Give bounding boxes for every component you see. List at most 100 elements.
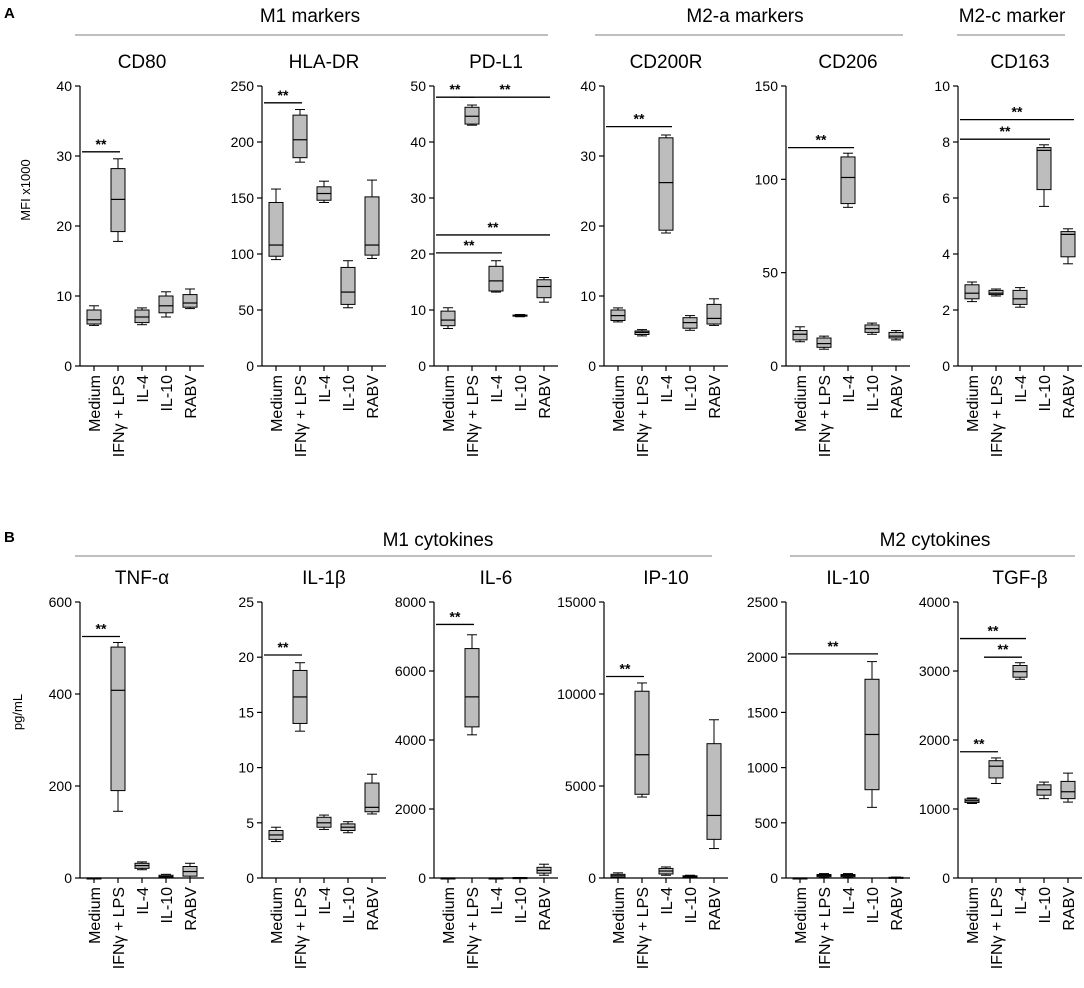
box-2 (110, 641, 126, 812)
y-tick-label: 0 (246, 870, 254, 886)
y-tick-label: 10000 (557, 686, 596, 702)
y-tick-label: 500 (755, 815, 779, 831)
x-tick-label: IL-10 (159, 375, 176, 412)
box-3 (316, 814, 332, 830)
y-tick-label: 8 (942, 134, 950, 150)
y-tick-label: 10 (56, 288, 72, 304)
y-tick-label: 0 (588, 870, 596, 886)
y-tick-label: 10 (934, 78, 950, 94)
iqr-box (134, 309, 150, 324)
x-tick-label: IL-4 (841, 887, 858, 915)
iqr-box (816, 337, 832, 348)
iqr-box (110, 646, 126, 792)
x-tick-label: IL-10 (683, 375, 700, 412)
box-3 (658, 134, 674, 234)
x-tick-label: RABV (365, 887, 382, 931)
y-tick-label: 4000 (395, 732, 426, 748)
significance-label: ** (620, 661, 631, 677)
significance-label: ** (500, 81, 511, 97)
y-tick-label: 10 (238, 760, 254, 776)
x-tick-label: IL-10 (865, 375, 882, 412)
chart-cd206: CD206 0 50 100 150 Medium IFNγ + LPS IL-4 IL-10 R… (755, 52, 910, 457)
box-1 (268, 826, 284, 843)
chart-title: CD200R (630, 52, 703, 73)
box-3 (488, 877, 504, 880)
x-tick-label: RABV (1061, 887, 1078, 931)
box-4 (158, 873, 174, 879)
iqr-box (536, 279, 552, 299)
iqr-box (706, 743, 722, 840)
y-tick-label: 0 (418, 358, 426, 374)
box-3 (488, 260, 504, 293)
x-tick-label: Medium (441, 887, 458, 944)
x-tick-label: RABV (183, 887, 200, 931)
significance-label: ** (96, 136, 107, 152)
box-4 (512, 313, 528, 318)
box-4 (864, 661, 880, 808)
box-2 (464, 634, 480, 736)
significance-label: ** (974, 736, 985, 752)
y-tick-label: 0 (942, 870, 950, 886)
significance-label: ** (828, 638, 839, 654)
iqr-box (464, 648, 480, 728)
box-4 (512, 876, 528, 880)
x-tick-label: IL-4 (1013, 887, 1030, 915)
y-tick-label: 6000 (395, 663, 426, 679)
x-tick-label: IFNγ + LPS (111, 375, 128, 457)
box-1 (964, 797, 980, 804)
group-title-m2c-marker: M2-c marker (959, 6, 1066, 27)
x-tick-label: IL-10 (1037, 887, 1054, 924)
significance-label: ** (464, 237, 475, 253)
box-2 (816, 873, 832, 878)
iqr-box (792, 330, 808, 341)
box-4 (340, 260, 356, 309)
significance-label: ** (1000, 123, 1011, 139)
y-tick-label: 4 (942, 246, 950, 262)
x-tick-label: IFNγ + LPS (465, 375, 482, 457)
y-tick-label: 8000 (395, 594, 426, 610)
box-5 (364, 179, 380, 259)
chart-pd-l1: PD-L1 0 10 20 30 40 50 Medium IFNγ + LPS IL-4 IL-1… (410, 52, 558, 457)
y-tick-label: 20 (580, 218, 596, 234)
y-tick-label: 0 (942, 358, 950, 374)
iqr-box (988, 760, 1004, 779)
y-tick-label: 4000 (919, 594, 950, 610)
x-tick-label: RABV (889, 375, 906, 419)
iqr-box (440, 310, 456, 327)
y-tick-label: 0 (770, 358, 778, 374)
y-tick-label: 2000 (747, 649, 778, 665)
chart-ip-10: IP-10 0 5000 10000 15000 Medium IFNγ + LPS IL-4… (557, 568, 728, 969)
chart-title: PD-L1 (469, 52, 523, 73)
x-tick-label: IFNγ + LPS (817, 887, 834, 969)
x-tick-label: Medium (611, 887, 628, 944)
x-tick-label: IL-4 (317, 887, 334, 915)
y-tick-label: 5 (246, 815, 254, 831)
y-tick-label: 2000 (919, 732, 950, 748)
significance-label: ** (634, 111, 645, 127)
y-tick-label: 100 (231, 246, 255, 262)
box-3 (658, 866, 674, 876)
box-5 (182, 862, 198, 879)
y-tick-label: 30 (580, 148, 596, 164)
significance-label: ** (450, 608, 461, 624)
y-tick-label: 20 (238, 649, 254, 665)
box-5 (1060, 228, 1076, 265)
x-tick-label: IFNγ + LPS (293, 375, 310, 457)
x-tick-label: IFNγ + LPS (989, 887, 1006, 969)
box-1 (440, 877, 456, 880)
x-tick-label: Medium (269, 887, 286, 944)
x-tick-label: IFNγ + LPS (293, 887, 310, 969)
significance-label: ** (988, 623, 999, 639)
x-tick-label: RABV (537, 887, 554, 931)
x-tick-label: IL-4 (1013, 375, 1030, 403)
chart-il-10: IL-10 0 500 1000 1500 2000 2500 Medium IFNγ + LP… (747, 568, 910, 969)
x-tick-label: RABV (537, 375, 554, 419)
y-tick-label: 30 (56, 148, 72, 164)
x-tick-label: Medium (793, 375, 810, 432)
chart-cd163: CD163 0 2 4 6 8 10 Medium IFNγ + LPS IL-4 IL-10 RAB… (934, 52, 1082, 457)
iqr-box (1012, 289, 1028, 305)
box-2 (988, 288, 1004, 297)
box-4 (340, 821, 356, 834)
group-title-m1-markers: M1 markers (260, 6, 360, 27)
iqr-box (268, 201, 284, 257)
